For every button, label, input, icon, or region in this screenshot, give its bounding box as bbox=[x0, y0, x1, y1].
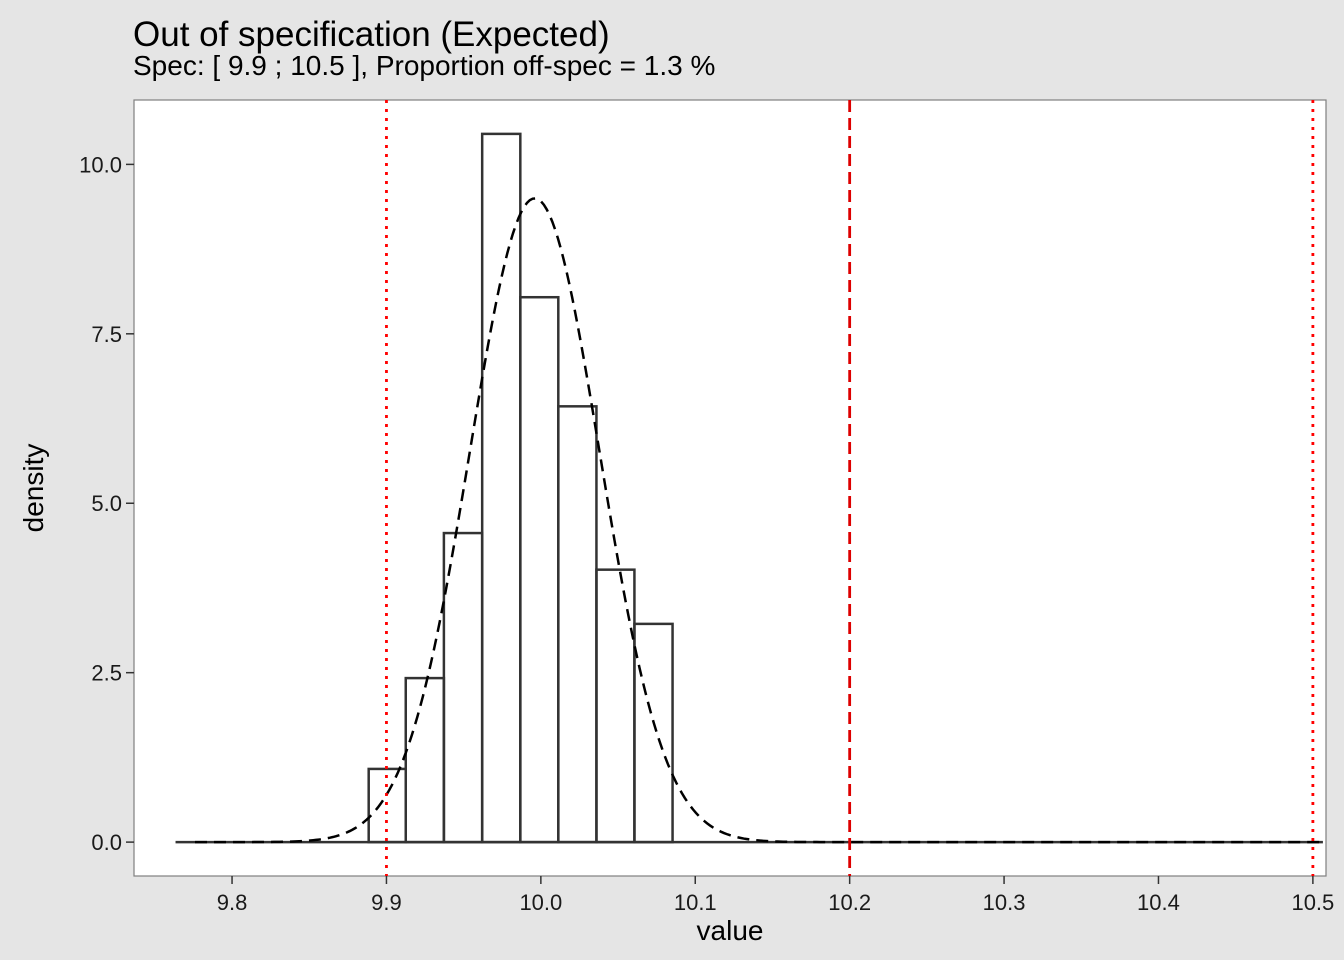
y-tick-label: 2.5 bbox=[91, 661, 122, 686]
x-tick-label: 10.3 bbox=[983, 890, 1026, 915]
y-axis: 0.0 2.5 5.0 7.5 10.0 bbox=[79, 152, 134, 855]
density-curve-group bbox=[194, 197, 1321, 844]
chart-title: Out of specification (Expected) bbox=[133, 15, 610, 54]
reference-lines bbox=[385, 100, 1315, 876]
y-tick-label: 5.0 bbox=[91, 491, 122, 516]
x-tick-label: 9.9 bbox=[371, 890, 402, 915]
y-tick-label: 7.5 bbox=[91, 322, 122, 347]
x-tick-label: 9.8 bbox=[217, 890, 248, 915]
plot-panel bbox=[133, 99, 1327, 877]
x-axis-label: value bbox=[697, 915, 764, 946]
y-tick-label: 0.0 bbox=[91, 830, 122, 855]
density-curve bbox=[194, 197, 1321, 844]
x-tick-label: 10.2 bbox=[828, 890, 871, 915]
y-axis-label: density bbox=[18, 444, 49, 533]
x-tick-label: 10.0 bbox=[519, 890, 562, 915]
y-tick-label: 10.0 bbox=[79, 152, 122, 177]
x-tick-label: 10.1 bbox=[674, 890, 717, 915]
x-tick-label: 10.5 bbox=[1291, 890, 1334, 915]
x-tick-label: 10.4 bbox=[1137, 890, 1180, 915]
x-axis: 9.8 9.9 10.0 10.1 10.2 10.3 10.4 10.5 bbox=[217, 876, 1334, 915]
chart-subtitle: Spec: [ 9.9 ; 10.5 ], Proportion off-spe… bbox=[133, 50, 715, 81]
